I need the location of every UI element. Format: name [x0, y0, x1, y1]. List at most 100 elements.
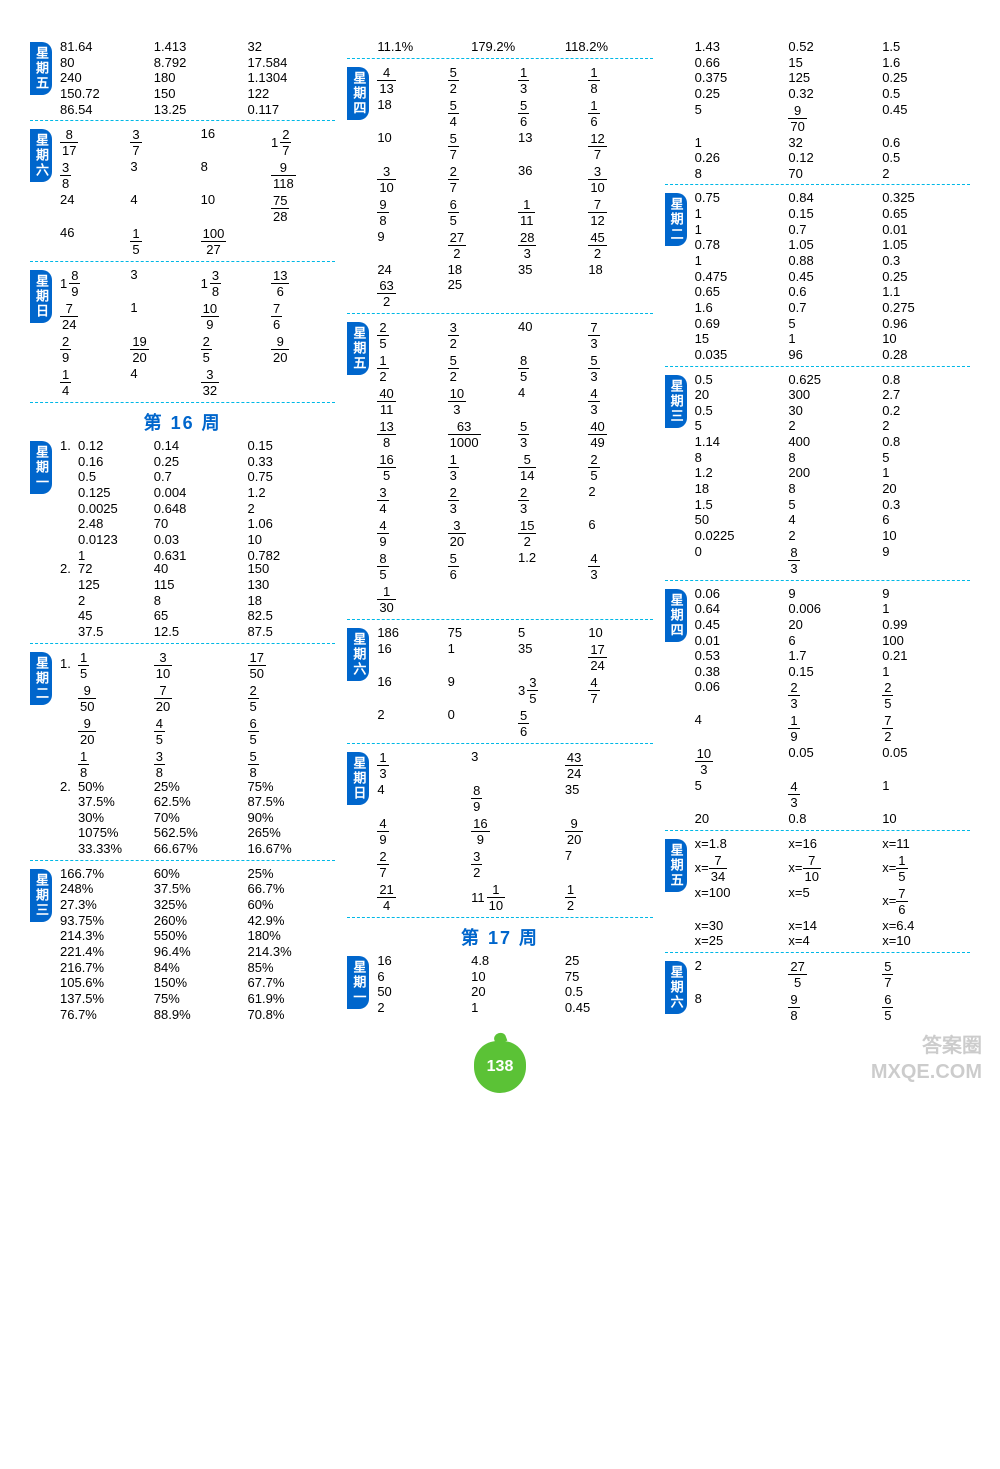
page-number: 138 — [487, 1058, 514, 1076]
answer-cell: 332 — [201, 367, 265, 398]
answer-cell: 0.3 — [882, 254, 970, 268]
answer-grid: x=1.8x=16x=11x=734x=710x=15x=100x=5x=76x… — [695, 837, 970, 948]
answer-cell: 0.26 — [695, 151, 783, 165]
answer-cell: 1.06 — [248, 517, 336, 531]
answer-grid: 18675510161351724169335472056 — [377, 626, 652, 739]
answer-cell: 12.5 — [154, 625, 242, 639]
answer-cell: 920 — [60, 716, 148, 747]
answer-cell: 38 — [60, 160, 124, 191]
answer-cell: 42.9% — [248, 914, 336, 928]
answer-cell — [588, 278, 652, 309]
answer-cell: 20 — [882, 482, 970, 496]
answer-cell: 98 — [377, 197, 441, 228]
answer-cell: 125 — [60, 578, 148, 592]
answer-cell: x=14 — [788, 919, 876, 933]
answer-cell: 3 — [130, 160, 194, 191]
answer-cell: 65 — [248, 716, 336, 747]
answer-cell: 0.25 — [695, 87, 783, 101]
answer-cell: 138 — [377, 419, 441, 450]
answer-cell: 0.5 — [695, 373, 783, 387]
answer-grid: 0.750.840.32510.150.6510.70.010.781.051.… — [695, 191, 970, 361]
answer-cell: 1.6 — [695, 301, 783, 315]
answer-cell: 18 — [60, 749, 148, 780]
answer-cell — [518, 278, 582, 309]
answer-cell: 325% — [154, 898, 242, 912]
watermark-line2: MXQE.COM — [871, 1059, 982, 1085]
answer-cell: 0.66 — [695, 56, 783, 70]
answer-cell: 0.631 — [154, 549, 242, 563]
answer-cell: 8 — [788, 482, 876, 496]
answer-cell: 514 — [518, 452, 582, 483]
answer-cell: 75 — [565, 970, 653, 984]
answer-cell: 83 — [788, 545, 876, 576]
day-tab: 星期四 — [347, 67, 369, 120]
answer-cell: 70 — [788, 167, 876, 181]
answer-cell: 0.53 — [695, 649, 783, 663]
answer-cell: 53 — [588, 353, 652, 384]
answer-cell: 84% — [154, 961, 242, 975]
answer-cell: 0.05 — [788, 746, 876, 777]
answer-cell: 0.12 — [788, 151, 876, 165]
answer-cell: 1 — [882, 466, 970, 480]
answer-cell: 56 — [518, 708, 582, 739]
answer-cell: 8 — [695, 451, 783, 465]
answer-cell: 0.25 — [154, 455, 242, 469]
answer-cell: 17.584 — [248, 56, 336, 70]
answer-cell: x=1.8 — [695, 837, 783, 851]
answer-cell: 1920 — [130, 334, 194, 365]
answer-cell: 920 — [565, 816, 653, 847]
answer-cell: 23 — [788, 680, 876, 711]
day-tab: 星期四 — [665, 589, 687, 642]
answer-cell: 70% — [154, 811, 242, 825]
answer-cell: 0.004 — [154, 486, 242, 500]
answer-cell: 1075% — [60, 826, 148, 840]
answer-cell: 2 — [788, 419, 876, 433]
watermark-line1: 答案圈 — [871, 1033, 982, 1059]
answer-cell: 189 — [60, 268, 124, 299]
answer-cell: 3 — [130, 268, 194, 299]
answer-cell: 631000 — [448, 419, 512, 450]
answer-cell: 2.7 — [882, 388, 970, 402]
answer-cell: 8 — [695, 992, 783, 1023]
answer-cell — [588, 584, 652, 615]
day-section: 星期六817371612738389118244107528461510027 — [30, 127, 335, 262]
answer-cell: 4 — [130, 193, 194, 224]
answer-cell: x=16 — [788, 837, 876, 851]
day-tab: 星期一 — [30, 441, 52, 494]
watermark: 答案圈 MXQE.COM — [871, 1033, 982, 1085]
day-tab: 星期二 — [30, 652, 52, 705]
answer-cell: 9118 — [271, 160, 335, 191]
answer-cell: 7528 — [271, 193, 335, 224]
answer-cell: 53 — [518, 419, 582, 450]
day-section: 星期日189313813672411097629192025920144332 — [30, 268, 335, 403]
answer-cell: 180 — [154, 71, 242, 85]
answer-cell: 32 — [788, 136, 876, 150]
answer-cell: 1 — [448, 642, 512, 673]
answer-cell: 1.43 — [695, 40, 783, 54]
answer-cell: 2.48 — [60, 517, 148, 531]
answer-cell: 13 — [518, 131, 582, 162]
answer-cell: 38 — [154, 749, 242, 780]
day-section: 星期六18675510161351724169335472056 — [347, 626, 652, 744]
answer-cell: 75% — [248, 780, 336, 794]
answer-cell: 30% — [60, 811, 148, 825]
answer-cell: 87.5 — [248, 625, 336, 639]
page-number-badge: 138 — [474, 1041, 526, 1093]
answer-cell: 16 — [377, 675, 441, 706]
day-section: 星期二0.750.840.32510.150.6510.70.010.781.0… — [665, 191, 970, 366]
answer-cell: 4324 — [565, 750, 653, 781]
answer-cell: 25 — [565, 954, 653, 968]
answer-cell: 18 — [588, 65, 652, 96]
answer-cell: 111 — [518, 197, 582, 228]
answer-cell: 25% — [248, 867, 336, 881]
answer-cell: 0.15 — [788, 207, 876, 221]
answer-cell: 70 — [154, 517, 242, 531]
answer-cell: 2.50% — [60, 780, 148, 794]
answer-cell: 65 — [448, 197, 512, 228]
answer-cell: 1.14 — [695, 435, 783, 449]
answer-cell: 1 — [788, 332, 876, 346]
answer-cell: x=76 — [882, 886, 970, 917]
answer-cell: x=4 — [788, 934, 876, 948]
answer-cell: 130 — [377, 584, 441, 615]
answer-cell: 5 — [788, 498, 876, 512]
